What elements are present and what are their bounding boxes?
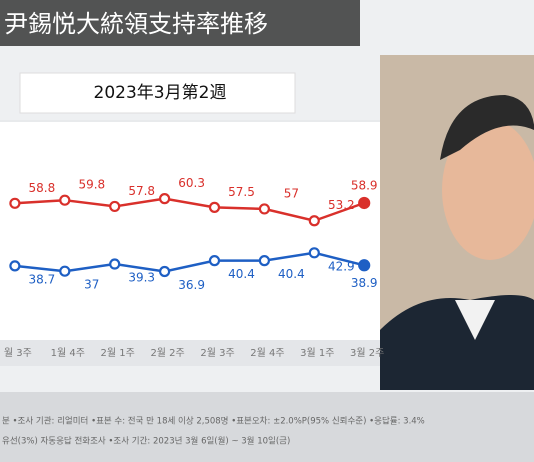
x-tick-label: 2월 4주 xyxy=(250,347,284,359)
value-label: 57.8 xyxy=(128,184,155,198)
x-tick-label: 3월 2주 xyxy=(350,347,384,359)
photo xyxy=(380,55,534,390)
x-tick-label: 월 3주 xyxy=(4,347,32,359)
value-label: 60.3 xyxy=(178,176,205,190)
value-label: 38.7 xyxy=(29,272,56,286)
data-point xyxy=(59,194,71,206)
data-point xyxy=(308,247,320,259)
data-point xyxy=(258,255,270,267)
series-line xyxy=(14,251,365,273)
value-label: 57 xyxy=(284,186,299,200)
data-point xyxy=(9,197,21,209)
value-label: 40.4 xyxy=(228,267,255,281)
subtitle-box xyxy=(19,72,296,114)
x-tick-label: 2월 2주 xyxy=(150,347,184,359)
data-point xyxy=(109,258,121,270)
subtitle: 2023年3月第2週 xyxy=(94,83,227,103)
x-tick-label: 3월 1주 xyxy=(300,347,334,359)
footnote: 분 •조사 기관: 리얼미터 •표본 수: 전국 만 18세 이상 2,508명… xyxy=(2,416,425,427)
data-point xyxy=(208,255,221,267)
data-point xyxy=(159,193,171,205)
value-label: 39.3 xyxy=(128,271,155,285)
chart-title: 尹錫悦大統領支持率推移 xyxy=(4,10,268,38)
x-tick-label: 2월 1주 xyxy=(101,347,135,359)
data-point xyxy=(109,200,121,213)
plot-panel xyxy=(0,120,400,340)
x-tick-label: 1월 4주 xyxy=(51,347,85,359)
title-band xyxy=(0,0,360,46)
value-label: 58.9 xyxy=(351,178,378,192)
footnote: 유선(3%) 자동응답 전화조사 •조사 기간: 2023년 3월 6일(월) … xyxy=(2,436,290,447)
value-label: 42.9 xyxy=(328,259,355,273)
value-label: 58.8 xyxy=(29,181,56,195)
value-label: 37 xyxy=(84,278,99,292)
x-tick-label: 2월 3주 xyxy=(200,347,234,359)
data-point xyxy=(159,265,171,278)
value-label: 36.9 xyxy=(178,278,205,292)
data-point xyxy=(358,196,371,210)
footer-band xyxy=(0,392,534,462)
value-label: 40.4 xyxy=(278,267,305,281)
value-label: 59.8 xyxy=(78,178,105,192)
data-point xyxy=(208,201,221,213)
value-label: 53.2 xyxy=(328,198,355,212)
data-point xyxy=(308,215,320,227)
value-label: 57.5 xyxy=(228,185,255,199)
data-point xyxy=(9,260,21,272)
data-point xyxy=(258,203,270,215)
value-label: 38.9 xyxy=(351,276,378,290)
category-band xyxy=(0,340,400,366)
series-line xyxy=(14,197,365,223)
data-point xyxy=(59,265,71,277)
data-point xyxy=(358,259,371,272)
